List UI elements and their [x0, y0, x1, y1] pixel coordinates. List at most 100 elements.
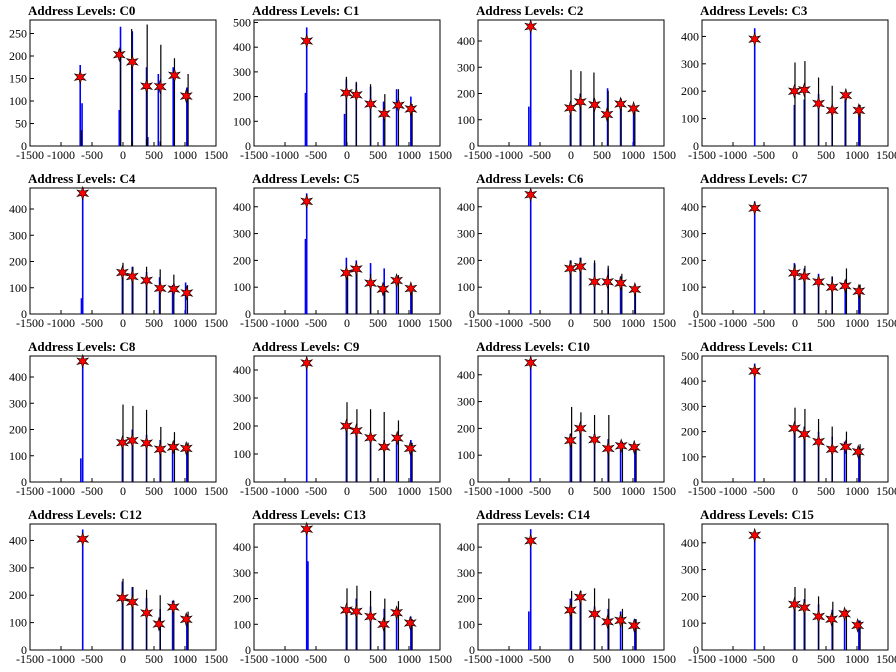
- peak-marker: [125, 594, 139, 610]
- peak-marker: [797, 82, 811, 98]
- x-tick-label: -1500: [16, 316, 44, 330]
- x-tick-label: 1500: [652, 652, 676, 666]
- chart-title: Address Levels: C1: [252, 3, 359, 18]
- y-tick-label: 100: [681, 280, 699, 294]
- x-tick-label: 1000: [621, 652, 645, 666]
- x-tick-label: -1500: [16, 484, 44, 498]
- chart-panel: Address Levels: C2 0 100 200 300 400 -1500 -100…: [448, 0, 676, 168]
- peak-marker: [377, 439, 391, 455]
- x-tick-label: 500: [145, 148, 163, 162]
- peak-marker: [300, 193, 314, 209]
- chart-svg: Address Levels: C2 0 100 200 300 400 -1500 -100…: [457, 3, 676, 162]
- peak-marker: [300, 521, 314, 537]
- peak-marker: [377, 106, 391, 122]
- chart-panel: Address Levels: C8 0 100 200 300 400 -1500 -100…: [0, 336, 228, 504]
- peak-marker: [179, 611, 193, 627]
- x-tick-label: 1500: [876, 484, 896, 498]
- peak-marker: [627, 100, 641, 116]
- x-tick-label: 500: [145, 652, 163, 666]
- x-tick-label: 500: [369, 652, 387, 666]
- x-tick-label: -1000: [271, 148, 299, 162]
- y-tick-label: 100: [457, 617, 475, 631]
- y-tick-label: 400: [681, 374, 699, 388]
- x-tick-label: 1000: [397, 652, 421, 666]
- x-tick-label: -1000: [47, 652, 75, 666]
- y-tick-label: 200: [681, 84, 699, 98]
- peak-marker: [73, 69, 87, 85]
- peak-marker: [115, 590, 129, 606]
- peak-marker: [748, 31, 762, 47]
- x-tick-label: -1000: [495, 652, 523, 666]
- chart-panel: Address Levels: C14 0 100 200 300 400 -1500 -10…: [448, 504, 676, 672]
- x-tick-label: -1500: [16, 652, 44, 666]
- peak-marker: [390, 430, 404, 446]
- peak-marker: [838, 278, 852, 294]
- y-tick-label: 0: [469, 475, 475, 489]
- y-tick-label: 0: [469, 643, 475, 657]
- y-tick-label: 300: [233, 227, 251, 241]
- x-tick-label: 1500: [428, 148, 452, 162]
- y-tick-label: 100: [681, 616, 699, 630]
- peak-marker: [614, 275, 628, 291]
- peak-marker: [812, 608, 826, 625]
- peak-marker: [179, 440, 193, 456]
- x-tick-label: -1000: [271, 652, 299, 666]
- peak-marker: [140, 435, 154, 451]
- peak-marker: [125, 268, 139, 284]
- peak-marker: [839, 439, 853, 455]
- peak-marker: [600, 106, 614, 123]
- chart-title: Address Levels: C3: [700, 3, 808, 18]
- peak-marker: [812, 434, 826, 450]
- peak-marker: [76, 185, 90, 201]
- y-tick-label: 400: [9, 202, 27, 216]
- x-tick-label: 0: [792, 316, 798, 330]
- peak-marker: [115, 265, 129, 281]
- peak-marker: [787, 420, 801, 436]
- x-tick-label: -1000: [271, 484, 299, 498]
- x-tick-label: -1000: [47, 316, 75, 330]
- y-tick-label: 100: [681, 112, 699, 126]
- peak-marker: [167, 281, 181, 297]
- peak-marker: [390, 272, 404, 289]
- peak-marker: [364, 430, 378, 446]
- y-tick-label: 100: [233, 114, 251, 128]
- y-tick-label: 400: [9, 533, 27, 547]
- y-tick-label: 100: [9, 94, 27, 108]
- x-tick-label: 1000: [845, 148, 869, 162]
- chart-title: Address Levels: C6: [476, 171, 584, 186]
- x-tick-label: 0: [568, 484, 574, 498]
- y-tick-label: 0: [245, 643, 251, 657]
- x-tick-label: -1000: [719, 148, 747, 162]
- chart-svg: Address Levels: C4 0 100 200 300 400 -1500 -100…: [9, 171, 228, 330]
- y-tick-label: 400: [233, 540, 251, 554]
- y-tick-label: 500: [681, 349, 699, 363]
- x-tick-label: 500: [593, 652, 611, 666]
- chart-panel: Address Levels: C4 0 100 200 300 400 -1500 -100…: [0, 168, 228, 336]
- peak-marker: [152, 616, 166, 632]
- y-tick-label: 100: [457, 448, 475, 462]
- x-tick-label: 0: [120, 484, 126, 498]
- peak-marker: [403, 615, 417, 631]
- chart-panel: Address Levels: C10 0 100 200 300 400 -1500 -10…: [448, 336, 676, 504]
- x-tick-label: 500: [593, 148, 611, 162]
- peak-marker: [390, 605, 404, 621]
- peak-marker: [787, 265, 801, 281]
- peak-marker: [140, 272, 154, 288]
- peak-marker: [524, 533, 538, 549]
- y-tick-label: 200: [457, 253, 475, 267]
- x-tick-label: -1500: [464, 652, 492, 666]
- x-tick-label: 0: [568, 652, 574, 666]
- x-tick-label: 1000: [845, 316, 869, 330]
- peak-marker: [524, 355, 538, 371]
- x-tick-label: 1500: [204, 148, 228, 162]
- x-tick-label: 1500: [204, 652, 228, 666]
- x-tick-label: 500: [817, 652, 835, 666]
- peak-marker: [588, 274, 602, 290]
- x-tick-label: 0: [344, 148, 350, 162]
- peak-marker: [588, 432, 602, 448]
- peak-marker: [573, 94, 587, 110]
- x-tick-label: -500: [81, 484, 103, 498]
- y-tick-label: 200: [233, 90, 251, 104]
- peak-marker: [839, 87, 853, 103]
- x-tick-label: 1500: [876, 316, 896, 330]
